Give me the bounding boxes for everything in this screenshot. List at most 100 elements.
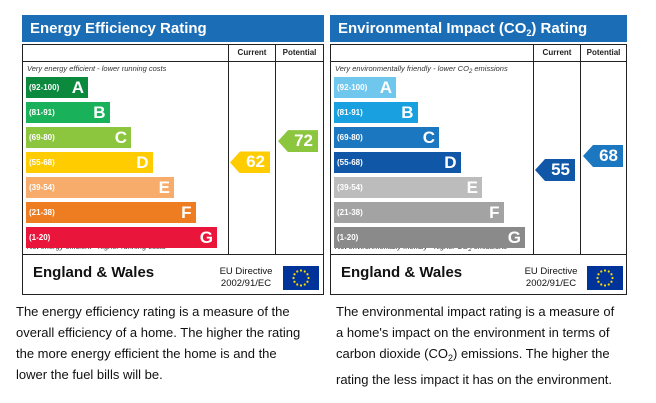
env-band-range: (69-80) (337, 133, 363, 142)
flag-star-icon (306, 273, 309, 276)
energy-efficiency-panel: Energy Efficiency Rating Current Potenti… (22, 15, 324, 295)
env-col-divider-2 (580, 45, 581, 254)
energy-footer-region: England & Wales (33, 264, 155, 281)
environment-panel-title: Environmental Impact (CO2) Rating (330, 15, 627, 42)
energy-directive-line-2: 2002/91/EC (220, 278, 272, 289)
flag-star-icon (293, 273, 296, 276)
energy-band-d: (55-68) D (26, 152, 153, 173)
env-desc-line-1: The environmental impact rating is a mea… (336, 304, 615, 319)
env-band-range: (81-91) (337, 108, 363, 117)
energy-band-range: (55-68) (29, 158, 55, 167)
flag-star-icon (597, 280, 600, 283)
energy-description: The energy efficiency rating is a measur… (16, 301, 328, 385)
env-band-g: (1-20) G (334, 227, 525, 248)
flag-star-icon (607, 270, 610, 273)
env-band-range: (21-38) (337, 208, 363, 217)
flag-star-icon (603, 284, 607, 287)
env-band-letter: C (422, 128, 435, 147)
env-desc-line-4: rating the less impact it has on the env… (336, 372, 613, 387)
eu-flag-icon (283, 266, 319, 290)
flag-star-icon (600, 270, 603, 273)
energy-current-header: Current (237, 48, 267, 57)
env-directive-line-1: EU Directive (524, 266, 578, 277)
flag-star-icon (307, 276, 310, 280)
energy-band-range: (39-54) (29, 183, 55, 192)
energy-panel-title: Energy Efficiency Rating (22, 15, 324, 42)
energy-band-range: (81-91) (29, 108, 55, 117)
energy-band-letter: C (114, 128, 127, 147)
env-top-note-part-1: Very environmentally friendly - lower CO (335, 64, 469, 73)
env-bottom-note-subscript: 2 (468, 247, 472, 253)
flag-star-icon (610, 280, 613, 283)
flag-star-icon (303, 283, 306, 286)
energy-desc-line-4: lower the fuel bills will be. (16, 367, 163, 382)
env-footer-rule (331, 254, 626, 255)
env-band-range: (55-68) (337, 158, 363, 167)
env-title-part-1: Environmental Impact (CO (338, 20, 527, 37)
energy-band-g: (1-20) G (26, 227, 217, 248)
flag-star-icon (611, 276, 614, 280)
env-band-letter: B (401, 103, 414, 122)
energy-band-letter: F (181, 203, 192, 222)
flag-star-icon (303, 270, 306, 273)
env-band-letter: A (379, 78, 392, 97)
env-current-arrow: 55 (535, 159, 575, 181)
environment-chart-body: Current Potential Very environmentally f… (330, 44, 627, 295)
flag-star-icon (299, 269, 303, 272)
env-band-c: (69-80) C (334, 127, 439, 148)
env-band-e: (39-54) E (334, 177, 482, 198)
energy-band-letter: D (136, 153, 149, 172)
env-top-note-subscript: 2 (468, 69, 473, 75)
environmental-impact-panel: Environmental Impact (CO2) Rating Curren… (330, 15, 627, 295)
env-directive-line-2: 2002/91/EC (525, 278, 577, 289)
energy-band-range: (1-20) (29, 233, 51, 242)
flag-star-icon (597, 273, 600, 276)
env-top-note-part-2: emissions (472, 64, 508, 73)
env-band-range: (39-54) (337, 183, 363, 192)
flag-star-icon (296, 283, 299, 286)
energy-desc-line-3: the more energy efficient the home is an… (16, 346, 277, 361)
energy-chart-body: Current Potential Very energy efficient … (22, 44, 324, 295)
env-desc-line-3: carbon dioxide (CO2) emissions. The high… (336, 343, 648, 369)
env-band-range: (1-20) (337, 233, 359, 242)
energy-desc-line-1: The energy efficiency rating is a measur… (16, 304, 290, 319)
env-desc-line-2: a home's impact on the environment in te… (336, 325, 610, 340)
env-band-a: (92-100) A (334, 77, 396, 98)
environment-description: The environmental impact rating is a mea… (336, 301, 648, 390)
energy-eu-directive: EU Directive 2002/91/EC (215, 266, 277, 290)
env-band-d: (55-68) D (334, 152, 461, 173)
env-band-letter: E (466, 178, 478, 197)
env-desc-line-3-part-1: carbon dioxide (CO (336, 346, 448, 361)
energy-band-letter: E (158, 178, 170, 197)
energy-desc-line-2: overall efficiency of a home. The higher… (16, 325, 301, 340)
env-band-f: (21-38) F (334, 202, 504, 223)
env-band-letter: D (444, 153, 457, 172)
energy-band-a: (92-100) A (26, 77, 88, 98)
energy-footer-rule (23, 254, 323, 255)
energy-band-range: (21-38) (29, 208, 55, 217)
energy-current-arrow: 62 (230, 151, 270, 174)
env-desc-line-3-part-2: ) emissions. The higher the (453, 346, 610, 361)
energy-potential-arrow: 72 (278, 130, 318, 153)
flag-star-icon (306, 280, 309, 283)
flag-star-icon (603, 269, 607, 272)
energy-band-letter: A (71, 78, 84, 97)
env-desc-subscript: 2 (448, 353, 454, 363)
energy-band-range: (92-100) (29, 83, 60, 92)
env-title-part-2: ) Rating (531, 20, 588, 37)
energy-band-range: (69-80) (29, 133, 55, 142)
energy-col-divider-1 (228, 45, 229, 254)
env-band-letter: G (507, 228, 521, 247)
env-header-rule (331, 61, 626, 62)
energy-band-e: (39-54) E (26, 177, 174, 198)
env-title-subscript: 2 (526, 28, 532, 38)
env-footer-region: England & Wales (341, 264, 463, 281)
energy-band-f: (21-38) F (26, 202, 196, 223)
eu-flag-icon (587, 266, 623, 290)
energy-top-note: Very energy efficient - lower running co… (27, 64, 167, 73)
energy-band-b: (81-91) B (26, 102, 110, 123)
energy-header-rule (23, 61, 323, 62)
energy-band-c: (69-80) C (26, 127, 131, 148)
env-col-divider-1 (533, 45, 534, 254)
env-current-header: Current (542, 48, 572, 57)
